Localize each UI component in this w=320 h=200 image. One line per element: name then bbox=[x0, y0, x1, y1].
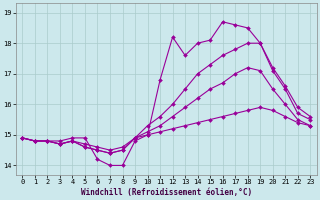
X-axis label: Windchill (Refroidissement éolien,°C): Windchill (Refroidissement éolien,°C) bbox=[81, 188, 252, 197]
